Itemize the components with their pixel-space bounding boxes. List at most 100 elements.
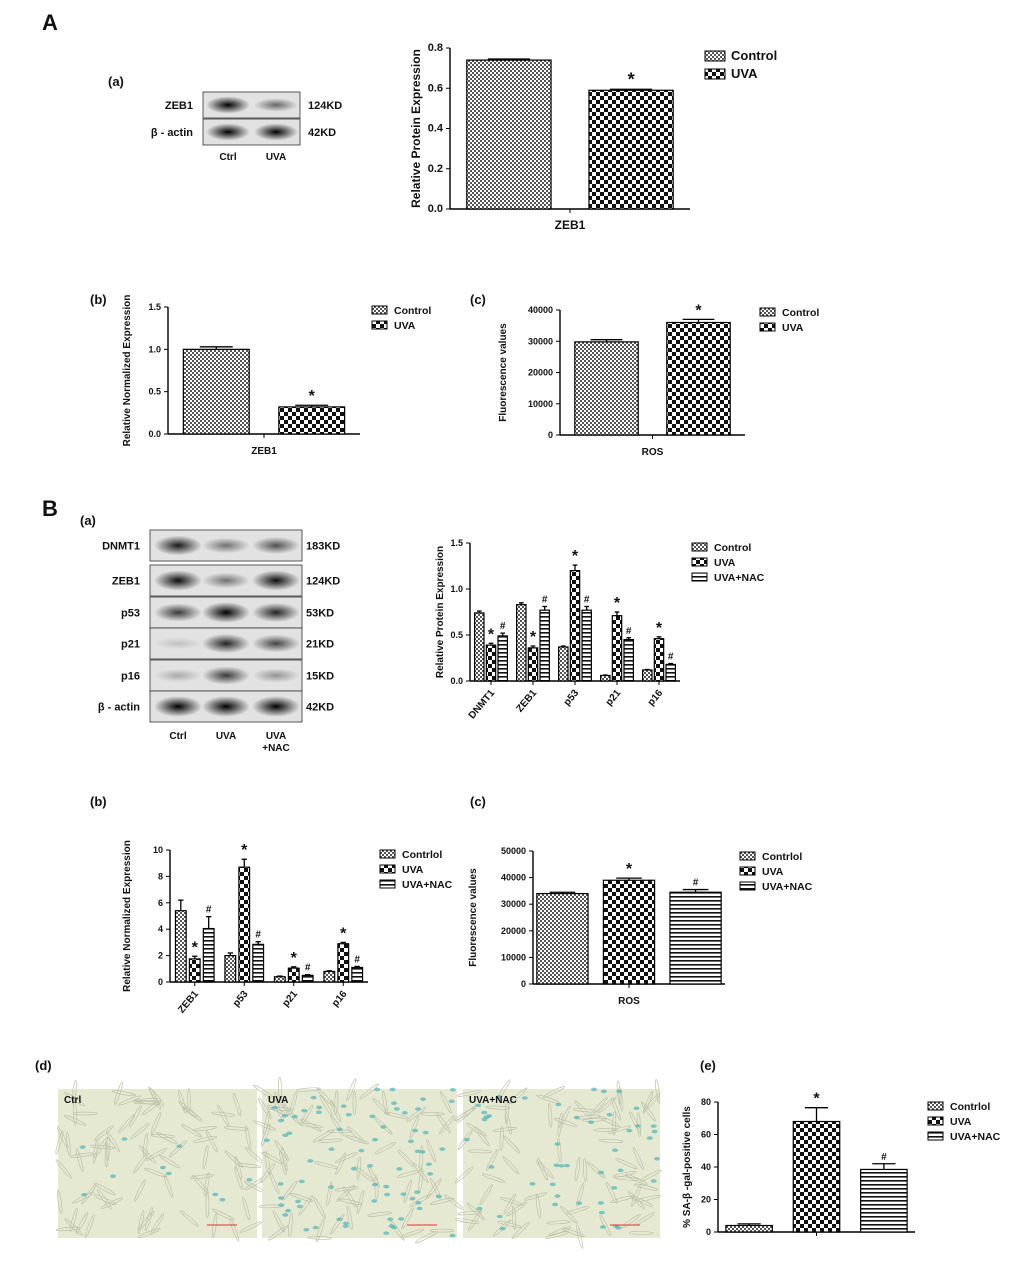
- legend-label: UVA+NAC: [762, 881, 813, 893]
- cell: [143, 1132, 148, 1158]
- x-tick-label: ROS: [642, 447, 664, 458]
- cell: [245, 1125, 252, 1150]
- cell: [403, 1179, 412, 1204]
- stained-cell: [81, 1192, 88, 1197]
- cell: [139, 1145, 157, 1164]
- cell: [272, 1210, 285, 1233]
- cell: [205, 1193, 210, 1218]
- stained-cell: [555, 1102, 562, 1107]
- legend: Control UVA: [371, 305, 431, 332]
- stained-cell: [481, 1117, 488, 1122]
- cell: [289, 1193, 313, 1202]
- cell: [229, 1218, 240, 1242]
- cell: [330, 1099, 342, 1123]
- stained-cell: [422, 1130, 429, 1135]
- blot-lane-label: UVA: [266, 731, 286, 742]
- blot-size-label: 42KD: [306, 702, 334, 714]
- cell: [133, 1153, 149, 1174]
- micrograph-label: Ctrl: [64, 1095, 81, 1106]
- legend-swatch: [371, 320, 388, 330]
- cell: [253, 1084, 274, 1099]
- y-tick-label: 1.5: [148, 302, 161, 312]
- stained-cell: [476, 1206, 483, 1211]
- stained-cell: [328, 1147, 335, 1151]
- cell: [63, 1114, 87, 1126]
- cell: [426, 1178, 442, 1199]
- cell: [261, 1151, 284, 1165]
- x-tick-label: p53: [562, 688, 582, 709]
- y-axis-label: Fluorescence values: [468, 868, 479, 967]
- stained-cell: [488, 1165, 495, 1169]
- stained-cell: [398, 1217, 405, 1221]
- cell: [615, 1158, 638, 1169]
- bar-uva-nac: [860, 1168, 908, 1233]
- stained-cell: [591, 1087, 598, 1092]
- stained-cell: [315, 1110, 322, 1115]
- cell: [346, 1205, 353, 1230]
- micrographs: Ctrl UVA UVA+NAC: [55, 1076, 662, 1249]
- cell: [137, 1210, 145, 1235]
- stained-cell: [449, 1233, 456, 1238]
- y-tick-label: 0.4: [428, 123, 444, 135]
- y-tick-label: 0: [706, 1227, 711, 1237]
- significance-star: *: [695, 302, 702, 319]
- stained-cell: [449, 1087, 456, 1092]
- blot-protein-label: p53: [121, 608, 140, 620]
- stained-cell: [281, 1113, 288, 1118]
- bar-control: [558, 646, 569, 682]
- y-tick-label: 0.5: [450, 630, 463, 640]
- cell: [511, 1221, 530, 1240]
- cell: [548, 1226, 572, 1237]
- cell: [536, 1160, 554, 1179]
- cell: [628, 1231, 654, 1235]
- stained-cell: [427, 1172, 434, 1176]
- cell: [548, 1103, 553, 1128]
- x-tick-label: ZEB1: [176, 989, 201, 1016]
- blot-size-label: 15KD: [306, 671, 334, 683]
- stained-cell: [278, 1203, 285, 1207]
- cell: [73, 1101, 77, 1126]
- cell: [559, 1105, 571, 1128]
- protein-band: [254, 98, 298, 112]
- cell: [279, 1151, 287, 1175]
- stained-cell: [597, 1201, 604, 1205]
- bar-uva-nac: [351, 966, 364, 983]
- stained-cell: [414, 1107, 421, 1111]
- stained-cell: [496, 1214, 503, 1219]
- y-axis-label: Relative Protein Expression: [409, 49, 423, 208]
- y-axis-label: Relative Protein Expression: [435, 546, 446, 678]
- significance-star: *: [626, 861, 633, 878]
- legend-label: Control: [394, 305, 431, 317]
- y-tick-label: 1.5: [450, 538, 463, 548]
- cell: [155, 1132, 178, 1145]
- cell: [149, 1087, 161, 1110]
- stained-cell: [212, 1192, 219, 1197]
- stained-cell: [529, 1182, 536, 1186]
- protein-band: [202, 633, 250, 654]
- blot-size-label: 124KD: [306, 576, 340, 588]
- cell: [479, 1184, 493, 1206]
- y-tick-label: 20: [701, 1195, 711, 1205]
- stained-cell: [387, 1217, 394, 1222]
- y-tick-label: 40000: [528, 305, 553, 315]
- cell: [55, 1226, 81, 1232]
- cell: [367, 1211, 392, 1217]
- bar-uva: [287, 967, 300, 983]
- bar-uva: [238, 866, 251, 983]
- y-tick-label: 0.8: [428, 42, 443, 54]
- stained-cell: [419, 1150, 426, 1154]
- stained-cell: [350, 1167, 357, 1171]
- chart-B-b: 0 2 4 6 8 10 Relative Normalized Expression ZEB…: [122, 840, 453, 1015]
- cell: [454, 1107, 476, 1121]
- panel-label-Bd: (d): [35, 1058, 52, 1073]
- protein-band: [202, 666, 250, 685]
- legend-label: Control: [714, 542, 751, 554]
- blot-protein-label: p16: [121, 671, 140, 683]
- bar-control: [642, 669, 653, 682]
- bar-contrlol: [273, 976, 286, 983]
- significance-star: *: [530, 629, 537, 646]
- stained-cell: [549, 1182, 556, 1187]
- cell: [429, 1228, 455, 1233]
- cell: [587, 1161, 606, 1179]
